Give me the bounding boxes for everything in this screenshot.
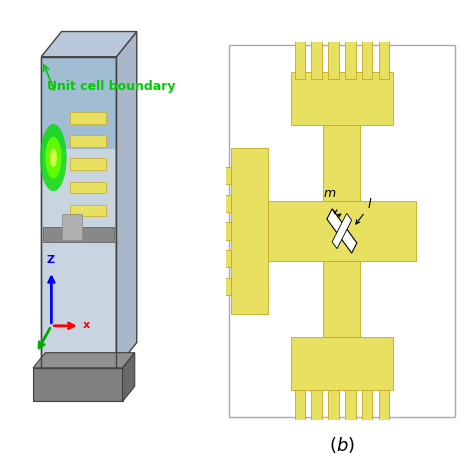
Bar bbox=[203, 250, 231, 267]
Bar bbox=[70, 158, 106, 170]
Text: x: x bbox=[83, 320, 90, 330]
Text: $l$: $l$ bbox=[367, 197, 373, 211]
Bar bbox=[203, 167, 231, 184]
Bar bbox=[345, 390, 356, 436]
Polygon shape bbox=[41, 57, 116, 368]
Bar bbox=[70, 112, 106, 124]
Bar bbox=[345, 34, 356, 79]
Bar bbox=[70, 205, 106, 217]
Text: $m$: $m$ bbox=[323, 187, 337, 200]
Bar bbox=[70, 182, 106, 194]
Bar bbox=[295, 390, 305, 436]
Bar bbox=[295, 34, 305, 79]
Text: $(b)$: $(b)$ bbox=[329, 435, 355, 455]
Bar bbox=[362, 390, 372, 436]
Bar bbox=[328, 390, 339, 436]
Polygon shape bbox=[116, 31, 137, 368]
Bar bbox=[203, 223, 231, 239]
Ellipse shape bbox=[45, 137, 61, 179]
Polygon shape bbox=[327, 209, 357, 253]
Polygon shape bbox=[41, 31, 137, 57]
Bar bbox=[61, 214, 82, 240]
Bar bbox=[328, 34, 339, 79]
Bar bbox=[70, 135, 106, 147]
Text: Unit cell boundary: Unit cell boundary bbox=[47, 80, 176, 93]
Bar bbox=[323, 125, 360, 337]
Polygon shape bbox=[33, 368, 122, 401]
Polygon shape bbox=[33, 353, 135, 368]
Bar bbox=[231, 148, 268, 314]
Text: Z: Z bbox=[46, 255, 55, 265]
Bar bbox=[268, 201, 416, 261]
Polygon shape bbox=[122, 353, 135, 401]
Bar bbox=[203, 278, 231, 295]
Ellipse shape bbox=[50, 148, 57, 167]
Bar bbox=[203, 195, 231, 212]
Bar bbox=[291, 72, 393, 125]
Bar bbox=[311, 390, 322, 436]
Ellipse shape bbox=[40, 124, 67, 191]
Polygon shape bbox=[43, 227, 115, 242]
Bar bbox=[362, 34, 372, 79]
Bar bbox=[379, 34, 389, 79]
Polygon shape bbox=[332, 213, 352, 249]
Bar bbox=[311, 34, 322, 79]
Polygon shape bbox=[41, 57, 116, 149]
Bar bbox=[291, 337, 393, 390]
Bar bbox=[379, 390, 389, 436]
